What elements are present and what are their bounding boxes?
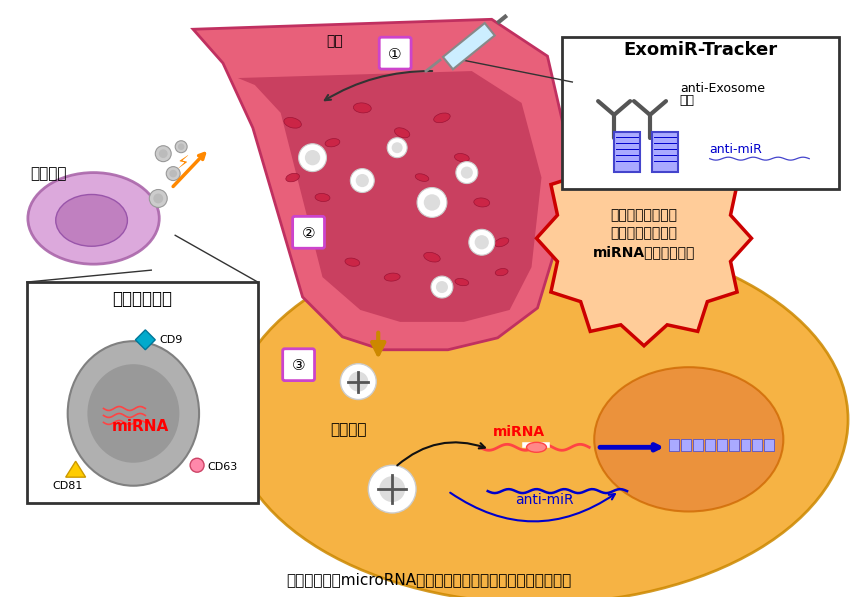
Text: miRNA: miRNA bbox=[492, 425, 545, 440]
Ellipse shape bbox=[455, 154, 469, 162]
Ellipse shape bbox=[495, 269, 508, 276]
Ellipse shape bbox=[527, 443, 547, 452]
Ellipse shape bbox=[433, 113, 450, 123]
Text: 受容細胞: 受容細胞 bbox=[330, 422, 366, 437]
Ellipse shape bbox=[494, 238, 509, 247]
Text: ②: ② bbox=[302, 226, 316, 241]
FancyBboxPatch shape bbox=[652, 132, 678, 172]
Circle shape bbox=[299, 144, 327, 172]
Text: anti-miR: anti-miR bbox=[515, 493, 574, 507]
Text: 抗体: 抗体 bbox=[680, 94, 695, 108]
Circle shape bbox=[341, 364, 377, 399]
Ellipse shape bbox=[353, 103, 372, 113]
Circle shape bbox=[169, 170, 177, 178]
Circle shape bbox=[350, 169, 374, 193]
Circle shape bbox=[155, 146, 172, 161]
FancyBboxPatch shape bbox=[716, 440, 727, 451]
Polygon shape bbox=[536, 131, 752, 346]
Ellipse shape bbox=[315, 194, 330, 202]
Text: CD81: CD81 bbox=[52, 481, 83, 491]
Text: anti-miR: anti-miR bbox=[710, 143, 763, 156]
FancyBboxPatch shape bbox=[562, 37, 839, 188]
Ellipse shape bbox=[415, 174, 429, 181]
Text: がん細胞: がん細胞 bbox=[30, 167, 66, 182]
Polygon shape bbox=[238, 71, 541, 322]
Ellipse shape bbox=[474, 198, 490, 207]
Circle shape bbox=[178, 144, 184, 150]
Ellipse shape bbox=[56, 194, 127, 246]
Text: ExomiR-Tracker: ExomiR-Tracker bbox=[624, 41, 778, 59]
FancyBboxPatch shape bbox=[728, 440, 739, 451]
Text: ③: ③ bbox=[292, 358, 305, 373]
FancyBboxPatch shape bbox=[704, 440, 715, 451]
Ellipse shape bbox=[231, 235, 848, 598]
Circle shape bbox=[417, 188, 447, 218]
FancyBboxPatch shape bbox=[692, 440, 703, 451]
Circle shape bbox=[368, 465, 416, 513]
Ellipse shape bbox=[305, 217, 320, 227]
Circle shape bbox=[474, 235, 489, 249]
Circle shape bbox=[154, 194, 163, 203]
Circle shape bbox=[159, 150, 167, 158]
Text: エクソソーム由来: エクソソーム由来 bbox=[611, 226, 678, 240]
Circle shape bbox=[190, 458, 204, 472]
Circle shape bbox=[436, 281, 448, 293]
Polygon shape bbox=[443, 23, 495, 69]
Text: ①: ① bbox=[389, 47, 402, 62]
Circle shape bbox=[431, 276, 453, 298]
Circle shape bbox=[468, 229, 495, 255]
Polygon shape bbox=[136, 330, 155, 350]
Circle shape bbox=[387, 138, 407, 158]
FancyBboxPatch shape bbox=[282, 349, 315, 380]
Circle shape bbox=[348, 372, 368, 392]
Ellipse shape bbox=[395, 128, 410, 138]
Ellipse shape bbox=[325, 139, 340, 147]
FancyBboxPatch shape bbox=[764, 440, 775, 451]
Text: miRNAの機能を阻害: miRNAの機能を阻害 bbox=[593, 245, 695, 259]
Ellipse shape bbox=[455, 279, 468, 286]
Polygon shape bbox=[193, 19, 567, 350]
Ellipse shape bbox=[68, 341, 199, 486]
Ellipse shape bbox=[88, 364, 179, 463]
Text: CD63: CD63 bbox=[207, 462, 238, 472]
FancyBboxPatch shape bbox=[669, 440, 679, 451]
Circle shape bbox=[424, 194, 440, 210]
Text: CD9: CD9 bbox=[160, 335, 183, 345]
Circle shape bbox=[305, 150, 320, 165]
Circle shape bbox=[175, 141, 187, 152]
Text: 図１　体液中microRNAを標的とした新しい薬物送達システム: 図１ 体液中microRNAを標的とした新しい薬物送達システム bbox=[287, 572, 571, 587]
Circle shape bbox=[166, 167, 180, 181]
FancyBboxPatch shape bbox=[740, 440, 751, 451]
Circle shape bbox=[461, 167, 473, 179]
Polygon shape bbox=[66, 461, 86, 477]
FancyBboxPatch shape bbox=[614, 132, 640, 172]
Ellipse shape bbox=[595, 367, 783, 511]
Text: 受容細胞において: 受容細胞において bbox=[611, 208, 678, 222]
Ellipse shape bbox=[286, 173, 299, 182]
Circle shape bbox=[456, 161, 478, 184]
Text: エクソソーム: エクソソーム bbox=[112, 290, 172, 308]
Text: anti-Exosome: anti-Exosome bbox=[680, 83, 764, 96]
Ellipse shape bbox=[284, 117, 301, 128]
FancyBboxPatch shape bbox=[752, 440, 763, 451]
Ellipse shape bbox=[345, 258, 360, 266]
Circle shape bbox=[149, 190, 167, 208]
Circle shape bbox=[379, 476, 405, 502]
Ellipse shape bbox=[424, 252, 440, 262]
FancyBboxPatch shape bbox=[293, 216, 324, 248]
Ellipse shape bbox=[384, 273, 400, 281]
FancyBboxPatch shape bbox=[681, 440, 691, 451]
FancyBboxPatch shape bbox=[27, 282, 257, 503]
Circle shape bbox=[356, 174, 369, 187]
Circle shape bbox=[391, 142, 402, 153]
Text: 血管: 血管 bbox=[327, 34, 343, 48]
Text: miRNA: miRNA bbox=[112, 419, 169, 434]
Text: ⚡: ⚡ bbox=[177, 155, 190, 173]
Ellipse shape bbox=[27, 173, 160, 264]
FancyBboxPatch shape bbox=[379, 37, 411, 69]
